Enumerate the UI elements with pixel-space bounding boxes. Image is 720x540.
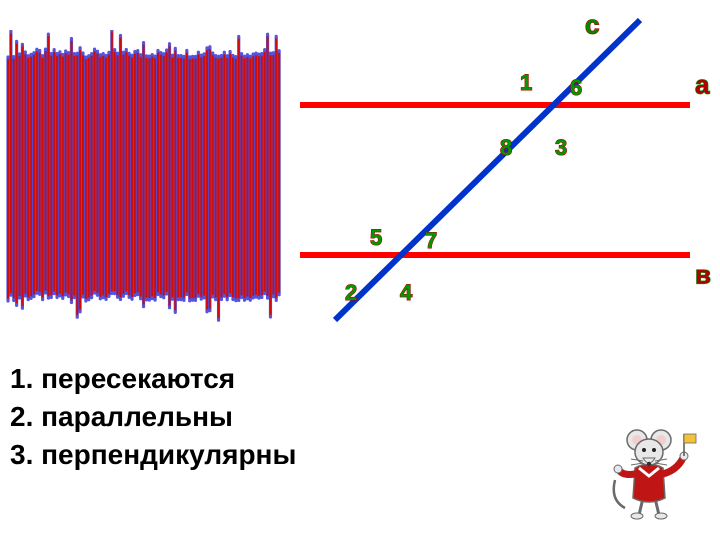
answer-options: 1. пересекаются 2. параллельны 3. перпен…: [10, 360, 296, 473]
svg-text:7: 7: [425, 228, 437, 253]
mouse-mascot: [605, 420, 700, 520]
svg-text:c: c: [585, 9, 599, 39]
svg-text:3: 3: [555, 135, 567, 160]
svg-text:в: в: [695, 259, 711, 289]
svg-text:8: 8: [500, 135, 512, 160]
svg-text:1: 1: [520, 70, 532, 95]
answer-option-2: 2. параллельны: [10, 398, 296, 436]
svg-text:4: 4: [400, 280, 413, 305]
answer-option-1: 1. пересекаются: [10, 360, 296, 398]
svg-text:2: 2: [345, 280, 357, 305]
svg-text:5: 5: [370, 225, 382, 250]
svg-text:6: 6: [570, 75, 582, 100]
answer-option-3: 3. перпендикулярны: [10, 436, 296, 474]
svg-text:a: a: [695, 69, 710, 99]
